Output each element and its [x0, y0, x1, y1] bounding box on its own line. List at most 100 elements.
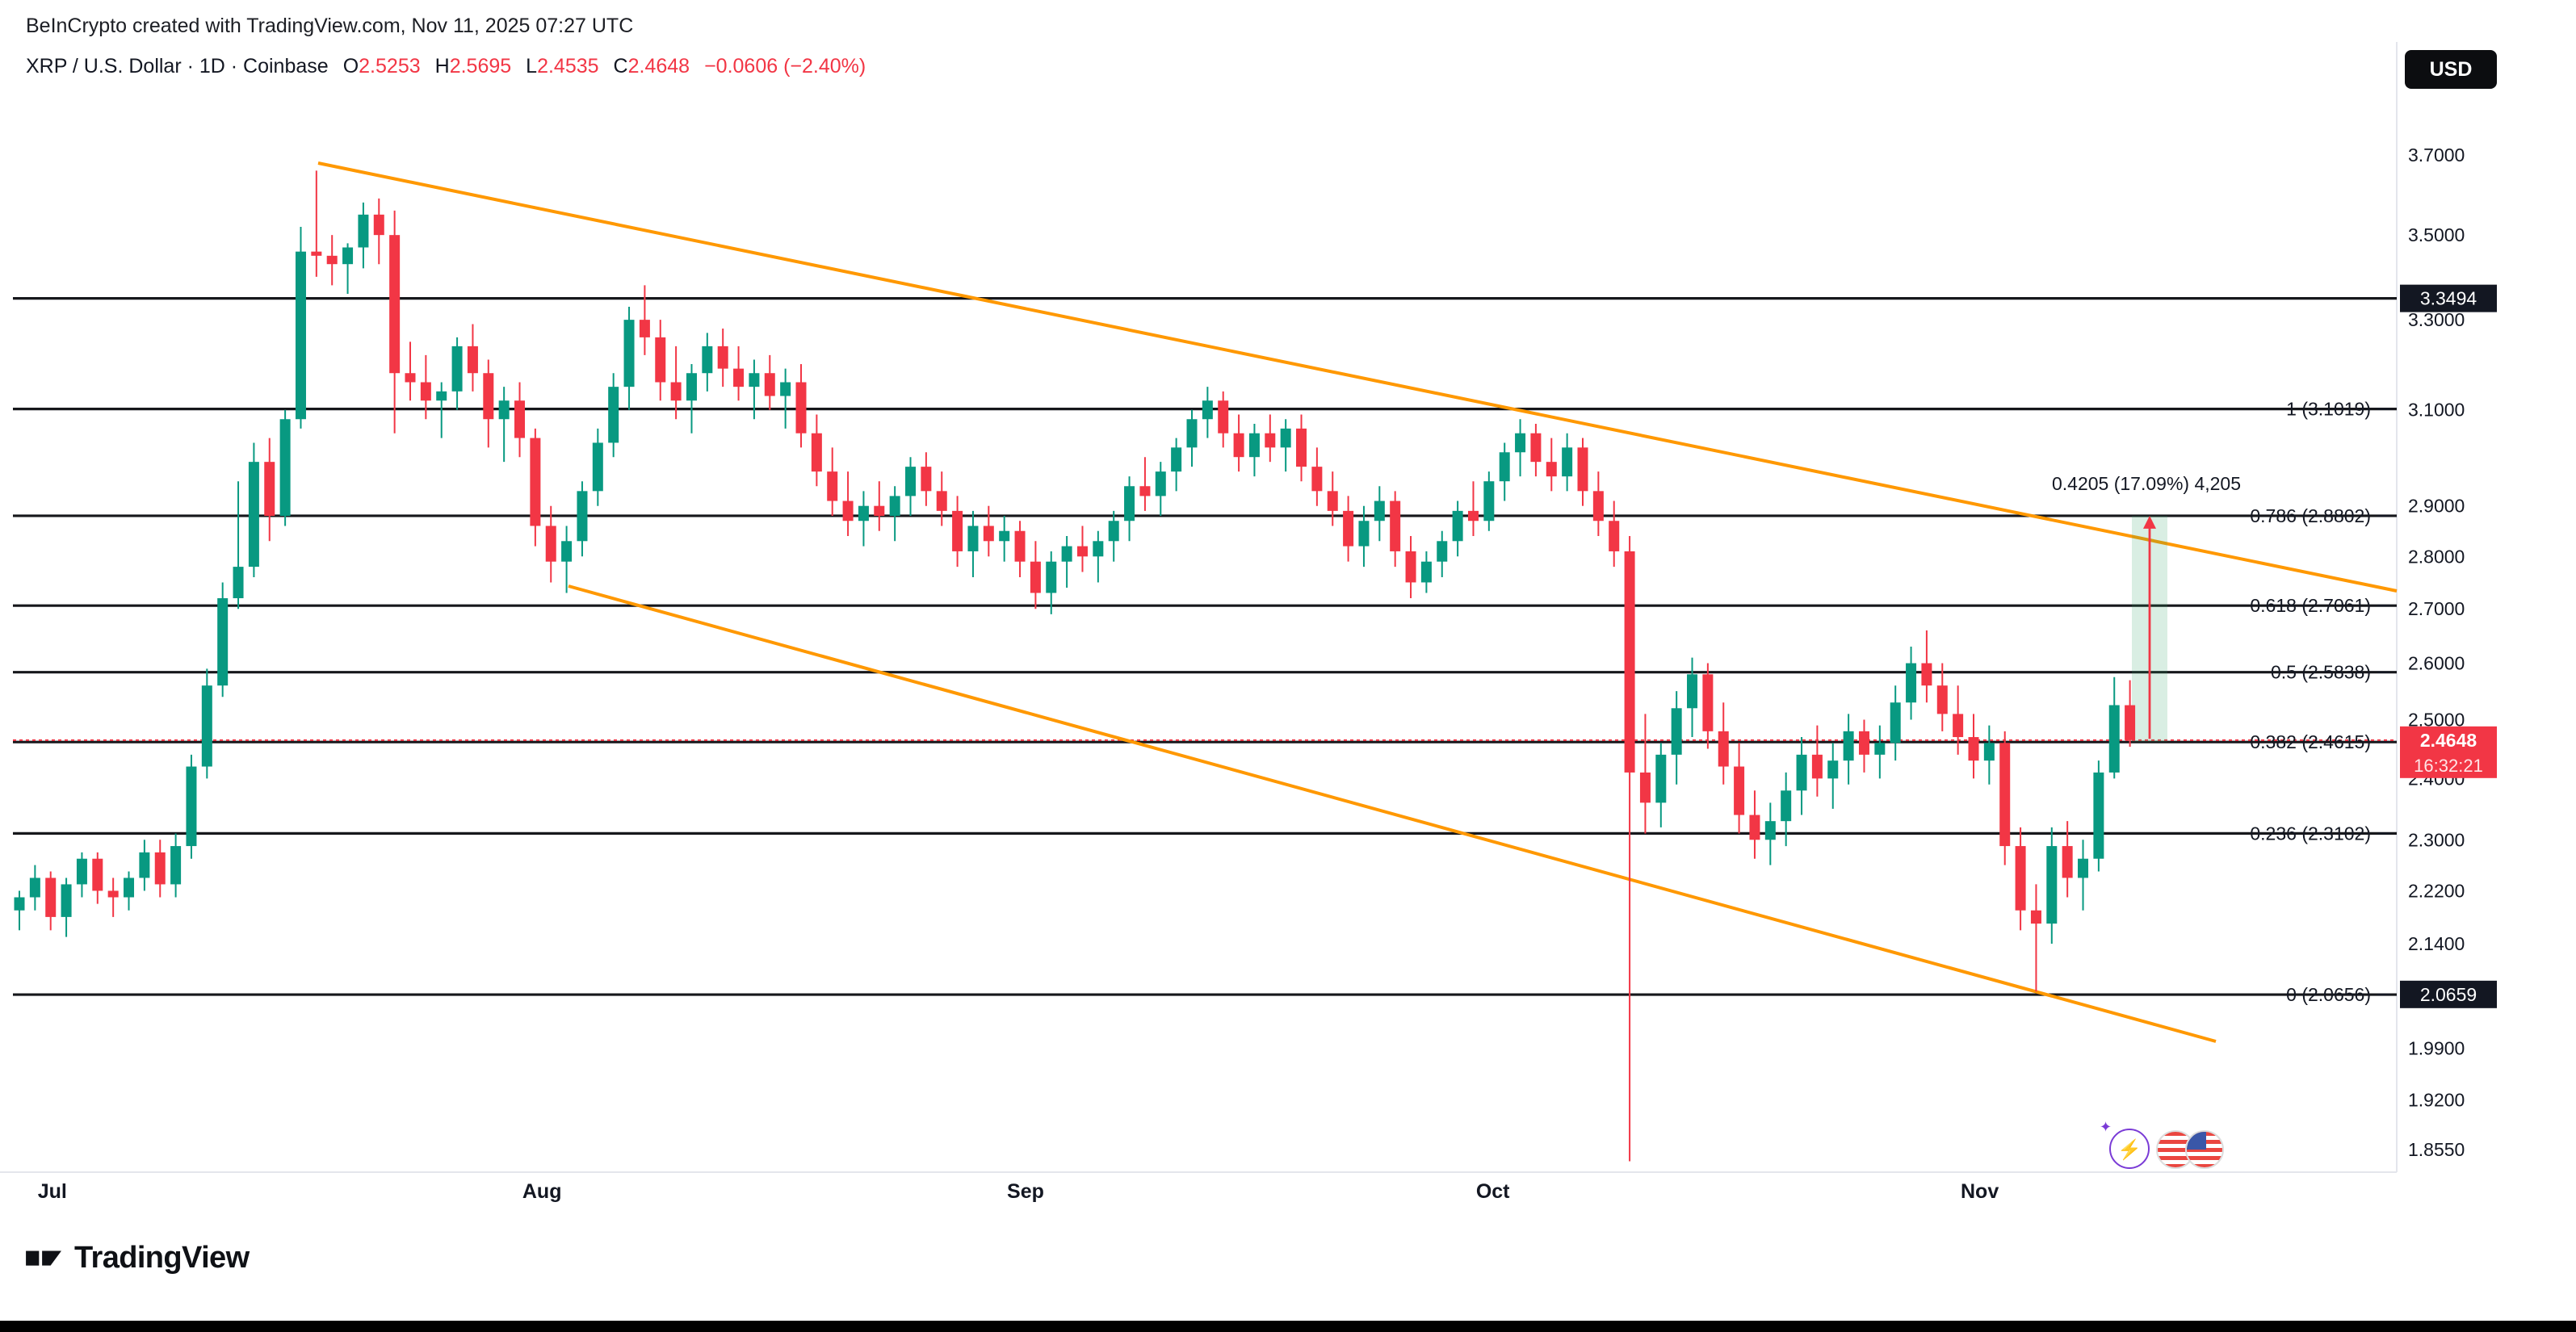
candle-body	[1562, 447, 1573, 477]
candle-body	[1093, 541, 1104, 557]
bottom-black-bar	[0, 1321, 2576, 1332]
candle-body	[1530, 433, 1542, 463]
month-label-Nov: Nov	[1961, 1180, 1999, 1203]
candle-body	[1139, 486, 1151, 496]
candle-body	[420, 382, 431, 401]
candle-body	[1671, 708, 1682, 755]
price-badge-value: 3.3494	[2420, 288, 2477, 309]
candle-body	[1452, 510, 1463, 542]
time-axis-labels[interactable]: Jul Aug Sep Oct Nov	[38, 1180, 1999, 1203]
candle-body	[45, 878, 57, 917]
month-label-Oct: Oct	[1476, 1180, 1510, 1203]
candle-body	[623, 320, 635, 387]
candle-body	[545, 526, 556, 562]
candle-body	[1609, 521, 1620, 551]
fib-level-label: 0 (2.0656)	[2286, 984, 2371, 1005]
candle-body	[827, 471, 838, 501]
candle-body	[217, 598, 229, 686]
price-badge-2.0659	[2400, 980, 2497, 1008]
candle-body	[1483, 481, 1495, 521]
candle-body	[1921, 663, 1932, 686]
candle-body	[921, 467, 932, 492]
candle-body	[514, 400, 526, 438]
currency-toggle-button[interactable]: USD	[2405, 50, 2497, 89]
candle-body	[1171, 447, 1182, 472]
candle-body	[999, 530, 1010, 542]
candle-body	[1076, 546, 1088, 557]
candle-body	[1343, 510, 1354, 547]
candle-body	[561, 541, 573, 562]
candle-body	[1639, 772, 1651, 803]
candle-body	[1953, 714, 1964, 738]
price-tick-label: 2.3000	[2408, 829, 2465, 850]
symbol-title[interactable]: XRP / U.S. Dollar · 1D · Coinbase	[26, 55, 329, 77]
candle-body	[1827, 760, 1839, 779]
candle-body	[1311, 467, 1323, 492]
lower-trendline[interactable]	[568, 584, 2217, 1043]
candle-body	[1248, 433, 1260, 458]
candle-body	[1874, 743, 1886, 755]
month-label-Sep: Sep	[1007, 1180, 1044, 1203]
candle-body	[1687, 674, 1698, 709]
candle-body	[1843, 731, 1854, 761]
candle-body	[1046, 561, 1057, 593]
candle-body	[2046, 846, 2058, 924]
candlestick-series	[14, 170, 2136, 1162]
candle-body	[764, 373, 775, 396]
price-tick-label: 2.6000	[2408, 653, 2465, 674]
candle-body	[1108, 521, 1119, 542]
candle-body	[905, 467, 917, 496]
fib-level-labels: 1 (3.1019) 0.786 (2.8802) 0.618 (2.7061) 0.…	[2250, 399, 2390, 1005]
candle-body	[311, 251, 322, 256]
candle-body	[405, 373, 416, 383]
symbol-info-bar: XRP / U.S. Dollar · 1D · Coinbase O2.525…	[26, 55, 866, 77]
candle-body	[61, 884, 72, 917]
candle-body	[1405, 551, 1416, 583]
horizontal-price-levels[interactable]	[13, 297, 2397, 996]
projection-label: 0.4205 (17.09%) 4,205	[2052, 473, 2241, 494]
candle-body	[967, 526, 979, 551]
attribution-text: BeInCrypto created with TradingView.com,…	[26, 15, 634, 37]
candle-body	[983, 526, 994, 542]
price-badge-value: 2.0659	[2420, 984, 2477, 1005]
ohlc-low: L2.4535	[526, 55, 599, 77]
candle-body	[2078, 858, 2089, 878]
candle-body	[1781, 790, 1792, 822]
tradingview-logo[interactable]: TradingView	[26, 1242, 250, 1277]
price-tick-label: 2.8000	[2408, 546, 2465, 567]
candle-body	[1358, 521, 1370, 547]
candle-body	[201, 685, 212, 767]
ohlc-close: C2.4648	[613, 55, 690, 77]
candle-body	[498, 400, 510, 420]
candle-body	[1624, 551, 1635, 773]
candle-body	[1202, 400, 1213, 420]
candle-body	[889, 496, 900, 517]
candle-body	[483, 373, 494, 420]
candle-body	[1811, 754, 1823, 779]
candle-body	[1218, 400, 1229, 434]
sparkle-icon: ✦	[2100, 1119, 2112, 1135]
price-axis-labels[interactable]: 3.7000 3.5000 3.3000 3.1000 2.9000 2.8000 2.70…	[2408, 145, 2465, 1160]
candle-body	[1233, 433, 1244, 458]
price-tick-label: 1.8550	[2408, 1139, 2465, 1160]
fib-level-label: 0.618 (2.7061)	[2250, 595, 2371, 616]
candle-body	[858, 505, 869, 521]
candle-body	[467, 346, 478, 374]
candle-body	[686, 373, 697, 401]
candle-body	[952, 510, 963, 551]
upper-trendline[interactable]	[317, 161, 2398, 593]
candle-body	[1014, 530, 1026, 562]
candle-body	[1999, 743, 2011, 847]
candle-body	[326, 255, 338, 265]
price-tick-label: 2.9000	[2408, 496, 2465, 517]
candle-body	[592, 442, 603, 492]
candle-body	[1280, 428, 1291, 448]
candle-body	[170, 846, 182, 885]
price-badge-2.4648	[2400, 726, 2497, 778]
fib-level-label: 0.786 (2.8802)	[2250, 505, 2371, 526]
candle-body	[1592, 491, 1604, 521]
price-tick-label: 3.5000	[2408, 224, 2465, 245]
candle-body	[295, 251, 306, 420]
candle-body	[577, 491, 588, 542]
